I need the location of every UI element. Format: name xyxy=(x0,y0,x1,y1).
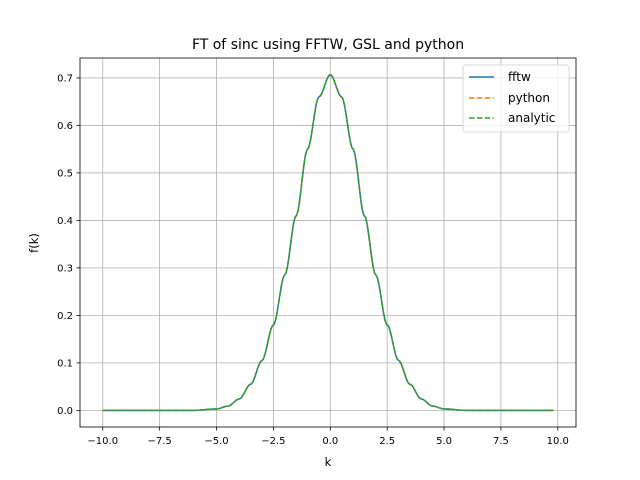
legend-label-analytic: analytic xyxy=(508,111,555,125)
axis-ticks: −10.0 −7.5 −5.0 −2.5 0.0 2.5 5.0 7.5 10.0 0.0 0.1 0… xyxy=(57,74,569,447)
y-tick-label: 0.3 xyxy=(57,264,73,275)
x-tick-label: 0.0 xyxy=(322,436,338,447)
y-tick-label: 0.4 xyxy=(57,216,73,227)
chart-title: FT of sinc using FFTW, GSL and python xyxy=(192,37,464,53)
x-tick-label: 10.0 xyxy=(547,436,569,447)
y-tick-label: 0.2 xyxy=(57,311,73,322)
x-axis-label: k xyxy=(325,455,332,469)
legend-box xyxy=(462,64,570,133)
x-tick-label: −5.0 xyxy=(204,436,228,447)
y-tick-label: 0.6 xyxy=(57,121,73,132)
plot-area-frame xyxy=(79,57,577,428)
legend-label-fftw: fftw xyxy=(508,70,531,84)
x-tick-label: 5.0 xyxy=(436,436,452,447)
y-tick-label: 0.5 xyxy=(57,169,73,180)
x-tick-label: 7.5 xyxy=(493,436,509,447)
legend: fftw python analytic xyxy=(462,64,570,133)
plot-lines xyxy=(102,74,554,412)
x-tick-label: −10.0 xyxy=(87,436,118,447)
x-tick-label: 2.5 xyxy=(379,436,395,447)
x-tick-label: −2.5 xyxy=(261,436,285,447)
x-tick-label: −7.5 xyxy=(147,436,171,447)
y-tick-label: 0.7 xyxy=(57,74,73,85)
y-tick-label: 0.0 xyxy=(57,406,73,417)
series-line-analytic xyxy=(102,74,554,412)
legend-label-python: python xyxy=(508,91,550,105)
y-axis-label: f(k) xyxy=(27,233,41,253)
y-tick-label: 0.1 xyxy=(57,358,73,369)
